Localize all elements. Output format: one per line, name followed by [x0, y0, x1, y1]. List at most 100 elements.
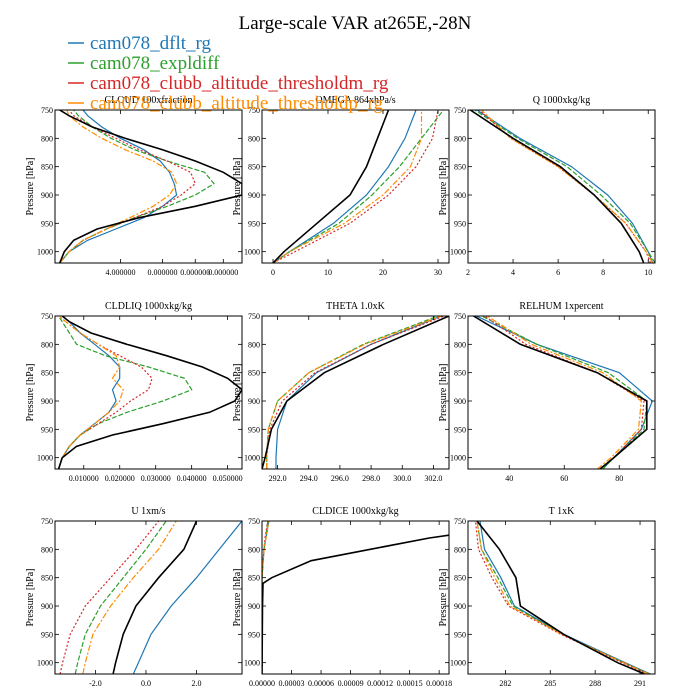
series-line-reference: [272, 110, 390, 263]
x-tick-label: 0.00018: [426, 679, 452, 688]
y-tick-label: 950: [41, 219, 53, 228]
y-tick-label: 950: [454, 425, 466, 434]
y-axis-label: Pressure [hPa]: [438, 363, 449, 421]
series-line-cam078_clubb_altitude_thresholdp_rg: [58, 316, 124, 469]
series-line-cam078_expldiff: [266, 316, 439, 469]
y-tick-label: 900: [454, 397, 466, 406]
series-line-cam078_dflt_rg: [476, 110, 654, 263]
series-line-reference: [262, 534, 449, 674]
series-line-cam078_clubb_altitude_thresholdp_rg: [266, 316, 442, 469]
x-tick-label: 0.000000: [148, 268, 178, 277]
y-tick-label: 800: [248, 134, 260, 143]
y-axis-label: Pressure [hPa]: [25, 157, 36, 215]
series-line-reference: [58, 110, 242, 263]
plot-frame: [261, 520, 450, 675]
panel-title: CLDLIQ 1000xkg/kg: [105, 301, 192, 312]
y-tick-label: 950: [454, 219, 466, 228]
x-tick-label: 298.0: [362, 474, 380, 483]
x-tick-label: 0: [271, 268, 275, 277]
panel-title: RELHUM 1xpercent: [519, 301, 603, 312]
x-tick-label: 302.0: [424, 474, 442, 483]
x-tick-label: 0.010000: [69, 474, 99, 483]
series-line-cam078_clubb_altitude_thresholdp_rg: [486, 316, 642, 469]
series-line-cam078_clubb_altitude_thresholdm_rg: [272, 110, 439, 263]
x-tick-label: 282: [499, 679, 511, 688]
panel-7: 750 800 850 900 950 1000 -2.0 0.0 2.0 U 1xm/s Pres…: [25, 506, 243, 688]
y-tick-label: 750: [41, 517, 53, 526]
series-group: [59, 521, 242, 674]
series-line-cam078_clubb_altitude_thresholdm_rg: [474, 521, 648, 674]
series-line-cam078_clubb_altitude_thresholdp_rg: [82, 521, 177, 674]
panel-3: 750 800 850 900 950 1000 2 4 6 8 10 Q 1000xkg/kg Pre…: [438, 95, 656, 277]
y-axis-label: Pressure [hPa]: [25, 363, 36, 421]
y-tick-label: 750: [248, 106, 260, 115]
y-tick-label: 800: [454, 134, 466, 143]
series-group: [474, 521, 651, 674]
y-tick-label: 950: [248, 425, 260, 434]
x-tick-label: 6: [556, 268, 560, 277]
x-tick-label: 80: [615, 474, 623, 483]
y-axis-label: Pressure [hPa]: [25, 568, 36, 626]
x-tick-label: 4.000000: [105, 268, 135, 277]
series-line-reference: [473, 316, 648, 469]
x-tick-label: 0.00015: [397, 679, 423, 688]
panel-title: T 1xK: [549, 506, 575, 517]
y-tick-label: 1000: [450, 659, 466, 668]
x-tick-label: 60: [560, 474, 568, 483]
series-line-reference: [476, 521, 645, 674]
series-group: [469, 110, 655, 263]
series-line-reference: [57, 316, 242, 469]
y-tick-label: 800: [248, 545, 260, 554]
plot-frame: [467, 109, 656, 264]
series-line-reference: [469, 110, 645, 263]
series-line-cam078_clubb_altitude_thresholdm_rg: [484, 316, 645, 469]
y-tick-label: 750: [454, 517, 466, 526]
series-line-cam078_clubb_altitude_thresholdp_rg: [59, 110, 178, 263]
y-tick-label: 750: [248, 312, 260, 321]
legend-label: cam078_expldiff: [90, 53, 220, 74]
x-tick-label: 2.0: [192, 679, 202, 688]
x-tick-label: 8: [601, 268, 605, 277]
x-tick-label: 0.00003: [279, 679, 305, 688]
panel-title: Q 1000xkg/kg: [533, 95, 591, 106]
x-tick-label: 4: [511, 268, 515, 277]
y-tick-label: 850: [454, 574, 466, 583]
y-tick-label: 850: [248, 574, 260, 583]
x-tick-label: 296.0: [331, 474, 349, 483]
series-line-cam078_dflt_rg: [132, 521, 242, 674]
legend-label: cam078_clubb_altitude_thresholdm_rg: [90, 73, 389, 94]
x-tick-label: 0.00009: [338, 679, 364, 688]
series-group: [272, 110, 444, 263]
y-tick-label: 800: [41, 340, 53, 349]
y-tick-label: 950: [41, 630, 53, 639]
legend-label: cam078_dflt_rg: [90, 33, 212, 54]
x-tick-label: 300.0: [393, 474, 411, 483]
panel-2: 750 800 850 900 950 1000 0 10 20 30 OMEGA 864xhPa/…: [232, 95, 450, 277]
y-axis-label: Pressure [hPa]: [232, 568, 243, 626]
y-tick-label: 750: [454, 106, 466, 115]
y-tick-label: 750: [41, 106, 53, 115]
y-tick-label: 850: [248, 369, 260, 378]
series-line-cam078_dflt_rg: [59, 110, 178, 263]
y-tick-label: 950: [41, 425, 53, 434]
y-tick-label: 850: [41, 163, 53, 172]
y-tick-label: 1000: [37, 248, 53, 257]
y-tick-label: 900: [41, 397, 53, 406]
x-tick-label: 0.00012: [367, 679, 393, 688]
y-tick-label: 1000: [244, 454, 260, 463]
series-line-cam078_clubb_altitude_thresholdp_rg: [272, 110, 423, 263]
plot-frame: [261, 109, 450, 264]
y-tick-label: 750: [248, 517, 260, 526]
y-axis-label: Pressure [hPa]: [438, 568, 449, 626]
panel-5: 750 800 850 900 950 1000 292.0 294.0 296.0 298.0 3…: [232, 301, 450, 483]
y-tick-label: 900: [41, 602, 53, 611]
y-tick-label: 850: [41, 369, 53, 378]
series-line-cam078_expldiff: [272, 110, 444, 263]
panel-title: CLDICE 1000xkg/kg: [312, 506, 398, 517]
y-tick-label: 1000: [450, 454, 466, 463]
x-tick-label: 0.040000: [177, 474, 207, 483]
x-tick-label: 40: [505, 474, 513, 483]
y-tick-label: 950: [248, 219, 260, 228]
